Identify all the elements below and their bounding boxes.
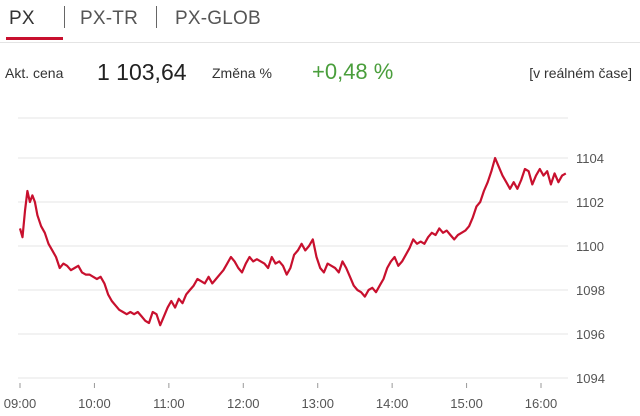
x-tick-label: 15:00 [450,396,483,411]
price-label: Akt. cena [5,65,64,81]
y-tick-label: 1096 [576,327,605,342]
x-tick-label: 13:00 [301,396,334,411]
x-tick-label: 10:00 [78,396,111,411]
price-chart: 1094 1096 1098 1100 1102 1104 09:00 10:00 11:00 1… [4,117,605,411]
x-tick-label: 12:00 [227,396,260,411]
tab-px[interactable]: PX [9,8,35,29]
x-tick-label: 11:00 [153,396,185,411]
x-tick-label: 14:00 [376,396,409,411]
y-tick-label: 1098 [576,283,605,298]
y-tick-label: 1104 [576,151,604,166]
change-value: +0,48 % [312,59,394,84]
current-price: 1 103,64 [97,59,187,85]
x-tick-label: 16:00 [525,396,558,411]
tab-separator [64,6,65,28]
tab-separator [156,6,157,28]
price-series-line [18,156,567,327]
x-tick-label: 09:00 [4,396,37,411]
quote-bar: Akt. cena 1 103,64 Změna % +0,48 % [v re… [0,58,640,88]
active-tab-indicator [6,37,63,40]
realtime-indicator: [v reálném čase] [529,65,632,81]
change-label: Změna % [212,65,272,81]
y-tick-label: 1100 [576,239,604,254]
tab-px-tr[interactable]: PX-TR [80,8,138,29]
y-tick-label: 1102 [576,195,604,210]
y-tick-label: 1094 [576,371,605,386]
index-tabs: PX PX-TR PX-GLOB [0,0,640,43]
tab-px-glob[interactable]: PX-GLOB [175,8,261,29]
